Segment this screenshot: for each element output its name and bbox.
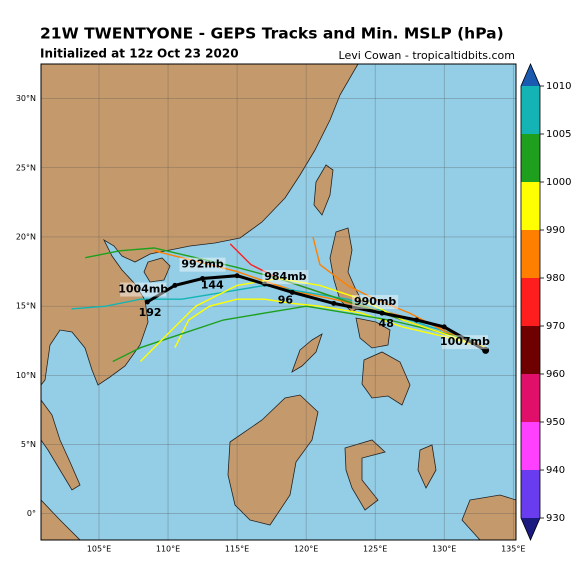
mean-track-point <box>172 282 178 288</box>
colorbar-under <box>521 518 540 540</box>
colorbar-segment <box>521 182 540 230</box>
y-tick-label: 0° <box>27 509 36 518</box>
x-tick-label: 135°E <box>501 545 525 554</box>
colorbar-tick-label: 980 <box>546 273 565 284</box>
y-tick-label: 10°N <box>16 371 36 380</box>
mean-track-point <box>441 324 447 330</box>
colorbar-segment <box>521 278 540 326</box>
colorbar-tick-label: 1005 <box>546 129 571 140</box>
colorbar: 930 940 950 960 970 980 990 1000 1005 1010 <box>520 62 571 542</box>
mean-track-point <box>331 300 337 306</box>
hour-label: 48 <box>379 317 394 330</box>
colorbar-tick-label: 990 <box>546 225 565 236</box>
hainan <box>143 257 171 283</box>
colorbar-segment <box>521 86 540 134</box>
colorbar-tick-label: 970 <box>546 321 565 332</box>
halmahera-region <box>417 444 437 489</box>
ensemble-track <box>312 236 486 349</box>
mainland-asia <box>40 63 359 387</box>
colorbar-over <box>521 64 540 86</box>
palawan <box>291 333 323 373</box>
x-tick-label: 125°E <box>363 545 387 554</box>
x-tick-label: 105°E <box>87 545 111 554</box>
hour-label: 96 <box>278 294 294 307</box>
land <box>40 63 517 541</box>
x-tick-label: 115°E <box>225 545 249 554</box>
colorbar-tick-label: 930 <box>546 513 565 524</box>
plot-frame <box>40 63 517 541</box>
colorbar-segment <box>521 230 540 278</box>
colorbar-tick-label: 1000 <box>546 177 571 188</box>
label-box <box>179 257 226 272</box>
colorbar-segment <box>521 326 540 374</box>
y-tick-label: 25°N <box>16 163 36 172</box>
y-tick-label: 15°N <box>16 302 36 311</box>
ensemble-track <box>174 298 486 349</box>
pressure-label: 990mb <box>354 295 396 308</box>
taiwan <box>313 164 334 216</box>
colorbar-tick-label: 950 <box>546 417 565 428</box>
mean-track-point <box>379 310 385 316</box>
colorbar-segment <box>521 470 540 518</box>
malay-peninsula <box>40 398 81 491</box>
x-tick-label: 120°E <box>294 545 318 554</box>
x-tick-label: 130°E <box>432 545 456 554</box>
mean-track-point <box>200 275 206 281</box>
label-box <box>441 335 488 350</box>
y-tick-label: 20°N <box>16 232 36 241</box>
mean-track-point <box>289 289 295 295</box>
borneo <box>227 394 319 526</box>
colorbar-tick-label: 960 <box>546 369 565 380</box>
label-box <box>352 295 399 309</box>
pressure-label: 984mb <box>264 270 306 283</box>
plot: 1007mb 990mb 984mb 992mb 1004mb 48 96 144 192 <box>41 64 516 540</box>
mindanao <box>361 351 411 406</box>
mean-track-point <box>482 346 490 354</box>
mean-track-point <box>414 317 420 323</box>
visayas <box>355 317 391 349</box>
title: 21W TWENTYONE - GEPS Tracks and Min. MSL… <box>40 25 504 43</box>
mean-track-point <box>234 273 240 279</box>
subtitle: Initialized at 12z Oct 23 2020 <box>40 47 239 61</box>
hour-label: 192 <box>139 306 162 319</box>
mean-track-point <box>262 281 268 287</box>
sulawesi <box>344 439 386 511</box>
x-tick-label: 110°E <box>156 545 180 554</box>
colorbar-segment <box>521 374 540 422</box>
colorbar-segment <box>521 134 540 182</box>
hour-label: 144 <box>201 278 224 291</box>
pressure-label: 992mb <box>181 258 223 271</box>
y-tick-label: 5°N <box>21 440 36 449</box>
pressure-label: 1007mb <box>440 335 490 348</box>
mean-track-point <box>144 299 150 305</box>
pressure-label: 1004mb <box>118 283 168 296</box>
label-box <box>120 282 167 297</box>
credit: Levi Cowan - tropicaltidbits.com <box>339 49 515 62</box>
colorbar-tick-label: 940 <box>546 465 565 476</box>
colorbar-tick-label: 1010 <box>546 81 571 92</box>
colorbar-segment <box>521 422 540 470</box>
y-tick-label: 30°N <box>16 94 36 103</box>
label-box <box>262 270 309 285</box>
ensemble-track <box>139 277 486 362</box>
